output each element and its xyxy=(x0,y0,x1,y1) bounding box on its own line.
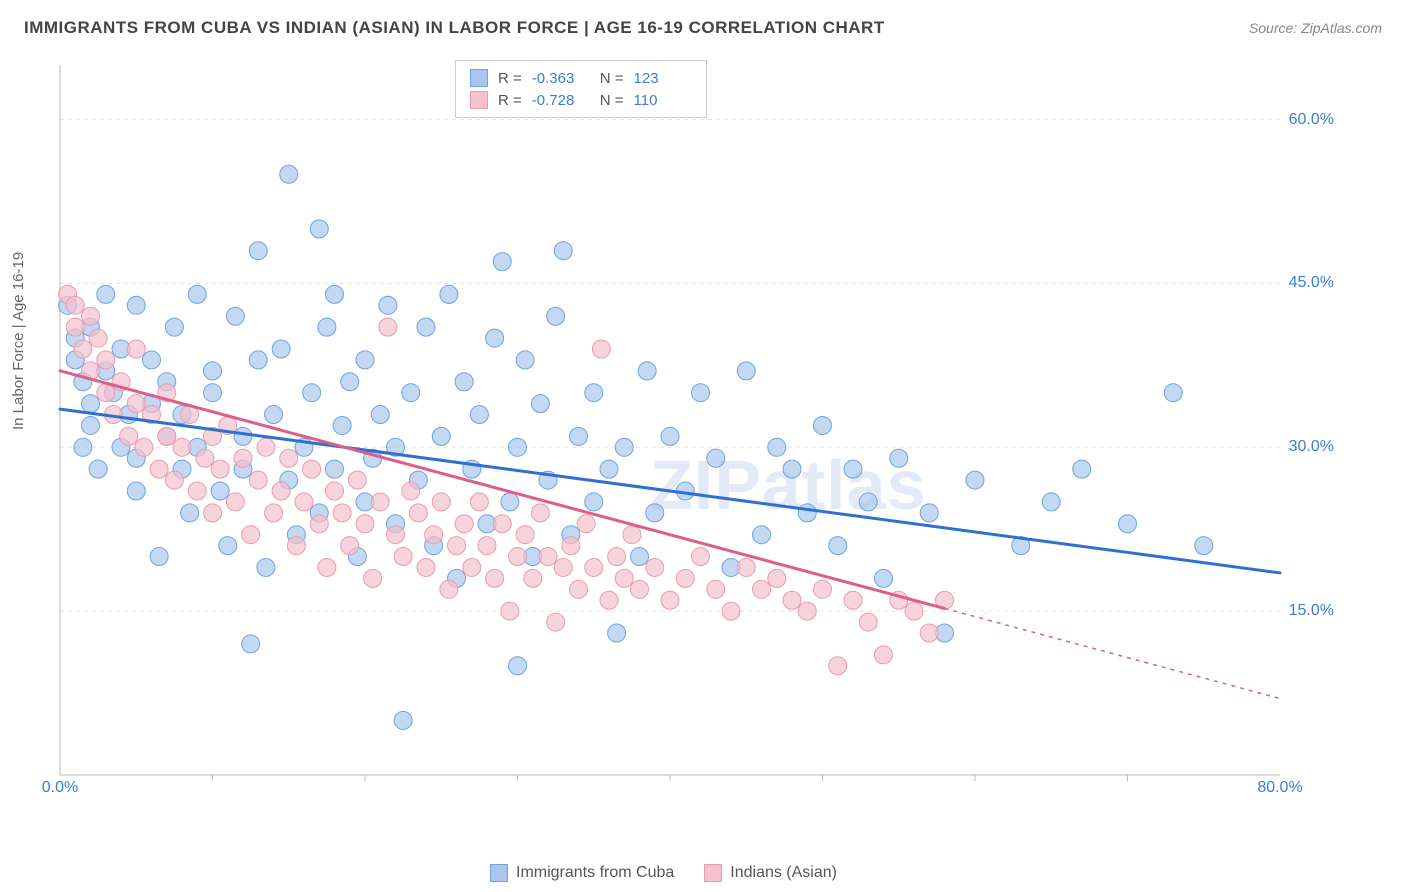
n-label-indian: N = xyxy=(600,92,624,109)
legend-row-cuba: R = -0.363 N = 123 xyxy=(470,67,692,89)
source-attribution: Source: ZipAtlas.com xyxy=(1249,20,1382,36)
y-tick-label: 60.0% xyxy=(1289,111,1334,129)
legend-item-indian: Indians (Asian) xyxy=(704,864,837,882)
chart-title: IMMIGRANTS FROM CUBA VS INDIAN (ASIAN) I… xyxy=(24,18,885,38)
y-tick-label: 15.0% xyxy=(1289,602,1334,620)
r-label-indian: R = xyxy=(498,92,522,109)
y-axis-label: In Labor Force | Age 16-19 xyxy=(10,252,27,430)
r-value-indian: -0.728 xyxy=(532,92,590,109)
legend-item-cuba: Immigrants from Cuba xyxy=(490,864,674,882)
scatter-plot-svg xyxy=(50,55,1340,825)
y-tick-label: 45.0% xyxy=(1289,274,1334,292)
swatch-indian xyxy=(470,91,488,109)
swatch-cuba xyxy=(470,69,488,87)
n-value-cuba: 123 xyxy=(634,70,692,87)
plot-area: ZIPatlas 15.0%30.0%45.0%60.0%0.0%80.0% xyxy=(50,55,1340,825)
x-tick-label: 0.0% xyxy=(42,779,78,797)
r-label-cuba: R = xyxy=(498,70,522,87)
n-label-cuba: N = xyxy=(600,70,624,87)
correlation-legend: R = -0.363 N = 123 R = -0.728 N = 110 xyxy=(455,60,707,118)
series-legend: Immigrants from Cuba Indians (Asian) xyxy=(490,864,837,882)
legend-swatch-cuba xyxy=(490,864,508,882)
x-tick-label: 80.0% xyxy=(1257,779,1302,797)
legend-swatch-indian xyxy=(704,864,722,882)
legend-row-indian: R = -0.728 N = 110 xyxy=(470,89,692,111)
n-value-indian: 110 xyxy=(634,92,692,109)
r-value-cuba: -0.363 xyxy=(532,70,590,87)
legend-label-cuba: Immigrants from Cuba xyxy=(516,864,674,882)
legend-label-indian: Indians (Asian) xyxy=(730,864,837,882)
y-tick-label: 30.0% xyxy=(1289,438,1334,456)
